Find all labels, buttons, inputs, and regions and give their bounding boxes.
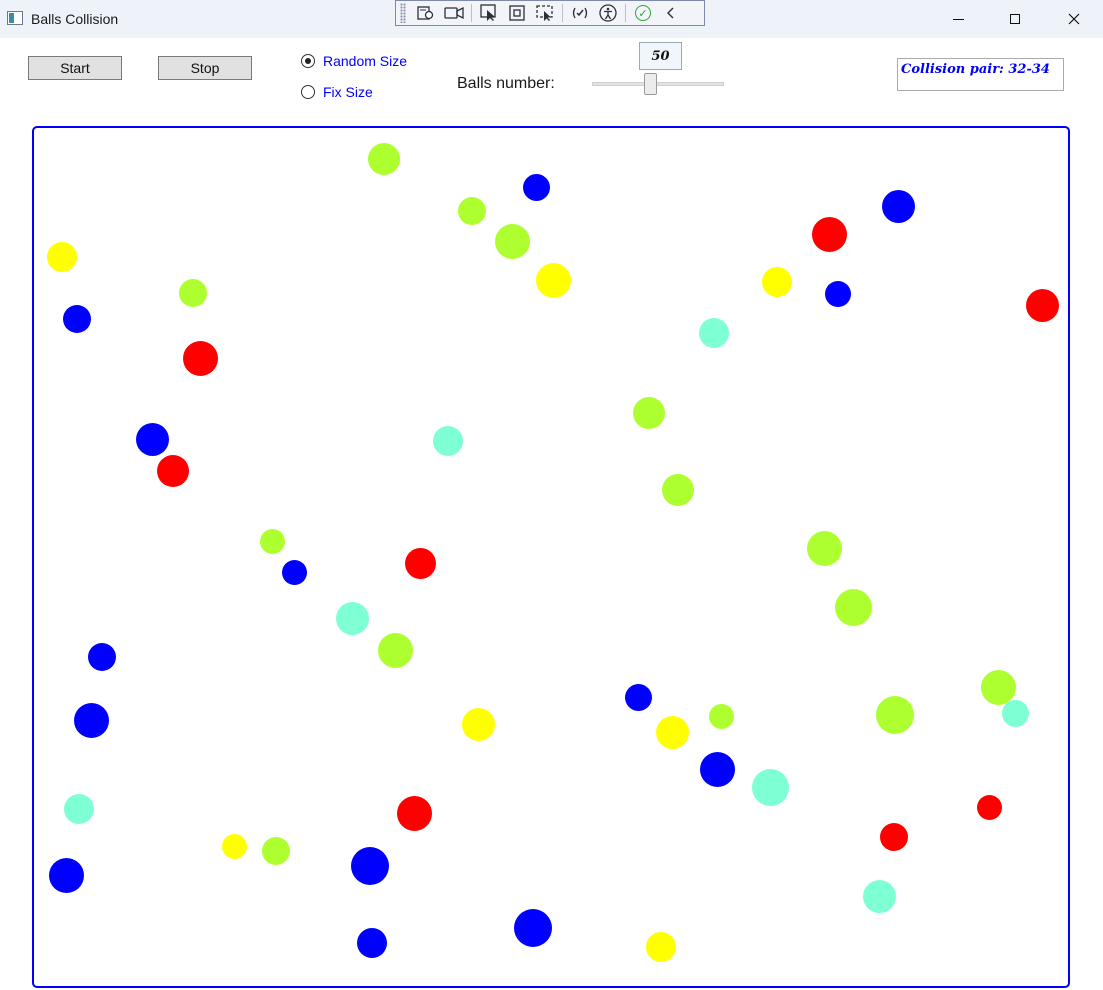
ball bbox=[357, 928, 387, 958]
balls-number-value: 50 bbox=[639, 42, 682, 70]
ball bbox=[662, 474, 694, 506]
ball bbox=[646, 932, 676, 962]
maximize-button[interactable] bbox=[992, 0, 1038, 38]
ball bbox=[708, 703, 734, 729]
app-icon bbox=[7, 11, 23, 25]
debug-toolbar: ✓ bbox=[395, 0, 705, 26]
ball bbox=[135, 422, 169, 456]
ball bbox=[494, 223, 530, 259]
ball bbox=[806, 530, 842, 566]
random-size-option[interactable]: Random Size bbox=[301, 53, 407, 69]
ball bbox=[335, 601, 369, 635]
title-bar: Balls Collision ✓ bbox=[0, 0, 1103, 38]
ball bbox=[751, 768, 789, 806]
toolbar-separator bbox=[562, 4, 563, 22]
ball bbox=[281, 559, 307, 585]
live-visual-tree-icon[interactable] bbox=[412, 2, 440, 24]
ball bbox=[63, 305, 91, 333]
window-title: Balls Collision bbox=[31, 11, 119, 27]
fix-size-option[interactable]: Fix Size bbox=[301, 84, 373, 100]
random-size-radio[interactable] bbox=[301, 54, 315, 68]
ball bbox=[221, 833, 247, 859]
ball bbox=[655, 715, 689, 749]
ball bbox=[699, 751, 735, 787]
balls-number-label: Balls number: bbox=[457, 75, 555, 92]
minimize-icon bbox=[952, 18, 964, 20]
ball bbox=[396, 795, 432, 831]
ball bbox=[633, 397, 665, 429]
maximize-icon bbox=[1010, 14, 1020, 24]
ball bbox=[834, 588, 872, 626]
ball bbox=[825, 281, 851, 307]
start-button[interactable]: Start bbox=[28, 56, 122, 80]
checkmark-icon: ✓ bbox=[635, 5, 651, 21]
binding-check-icon[interactable]: ✓ bbox=[629, 2, 657, 24]
ball bbox=[88, 643, 116, 671]
toolbar-separator bbox=[625, 4, 626, 22]
ball bbox=[377, 632, 413, 668]
accessibility-icon[interactable] bbox=[594, 2, 622, 24]
balls-number-slider[interactable] bbox=[592, 82, 724, 86]
ball bbox=[351, 847, 389, 885]
ball bbox=[535, 262, 571, 298]
ball bbox=[157, 455, 189, 487]
random-size-label: Random Size bbox=[323, 53, 408, 69]
ball bbox=[876, 696, 914, 734]
select-element-icon[interactable] bbox=[475, 2, 503, 24]
ball bbox=[880, 823, 908, 851]
ball bbox=[182, 340, 218, 376]
ball bbox=[811, 216, 847, 252]
fix-size-radio[interactable] bbox=[301, 85, 315, 99]
ball bbox=[624, 683, 652, 711]
toolbar-grip-icon[interactable] bbox=[400, 3, 406, 23]
ball bbox=[47, 242, 77, 272]
collapse-icon[interactable] bbox=[657, 2, 685, 24]
ball bbox=[179, 279, 207, 307]
ball bbox=[980, 669, 1016, 705]
ball bbox=[514, 909, 552, 947]
ball bbox=[73, 702, 109, 738]
ball bbox=[433, 426, 463, 456]
collision-pair-display: Collision pair: 32-34 bbox=[897, 58, 1064, 91]
toolbar-separator bbox=[471, 4, 472, 22]
ball bbox=[404, 547, 436, 579]
ball bbox=[262, 837, 290, 865]
display-layout-adorners-icon[interactable] bbox=[503, 2, 531, 24]
hot-reload-icon[interactable] bbox=[566, 2, 594, 24]
close-icon bbox=[1068, 13, 1080, 25]
ball bbox=[976, 794, 1002, 820]
minimize-button[interactable] bbox=[935, 0, 981, 38]
ball bbox=[699, 318, 729, 348]
ball bbox=[1001, 699, 1029, 727]
slider-thumb[interactable] bbox=[644, 73, 657, 95]
ball bbox=[762, 267, 792, 297]
ball bbox=[522, 173, 550, 201]
ball bbox=[1025, 288, 1059, 322]
track-focus-icon[interactable] bbox=[531, 2, 559, 24]
record-icon[interactable] bbox=[440, 2, 468, 24]
ball bbox=[259, 528, 285, 554]
fix-size-label: Fix Size bbox=[323, 84, 373, 100]
ball bbox=[881, 189, 915, 223]
ball bbox=[368, 143, 400, 175]
ball bbox=[862, 879, 896, 913]
stop-button[interactable]: Stop bbox=[158, 56, 252, 80]
ball bbox=[461, 707, 495, 741]
ball bbox=[458, 197, 486, 225]
ball bbox=[48, 857, 84, 893]
ball-canvas[interactable] bbox=[32, 126, 1070, 988]
close-button[interactable] bbox=[1051, 0, 1097, 38]
ball bbox=[64, 794, 94, 824]
